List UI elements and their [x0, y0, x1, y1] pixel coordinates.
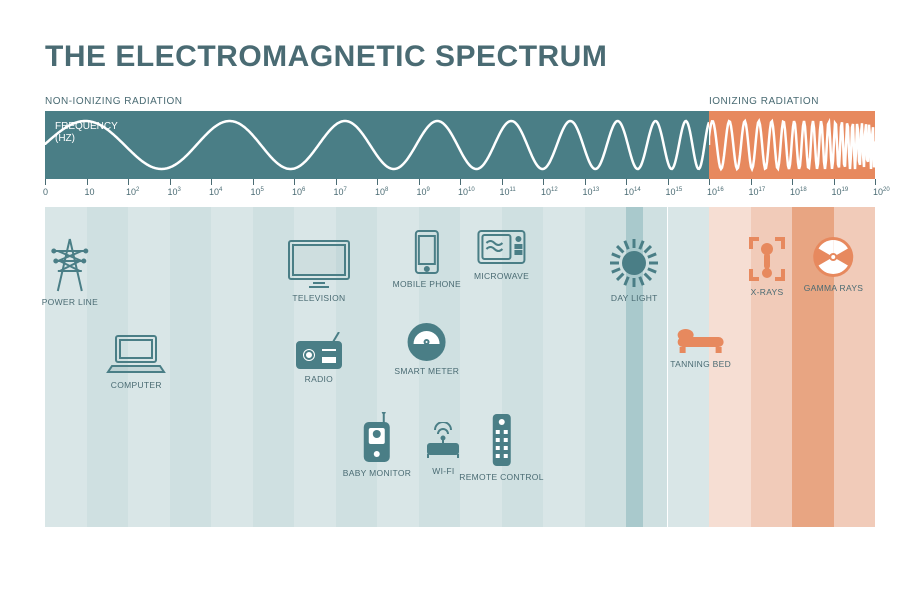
device-label: TANNING BED — [670, 359, 731, 369]
device-label: MOBILE PHONE — [393, 279, 461, 289]
ruler-label: 0 — [43, 187, 48, 197]
ruler-label: 109 — [417, 187, 430, 197]
ruler-tick — [668, 179, 669, 185]
band-label: FREQUENCY (HZ) — [55, 121, 118, 145]
ruler-label: 1014 — [624, 187, 641, 197]
ruler-label: 1017 — [749, 187, 766, 197]
device-label: GAMMA RAYS — [804, 283, 864, 293]
device-label: REMOTE CONTROL — [459, 472, 543, 482]
page-title: THE ELECTROMAGNETIC SPECTRUM — [45, 40, 875, 74]
ruler-tick — [626, 179, 627, 185]
device-label: TELEVISION — [285, 293, 353, 303]
label-ionizing: IONIZING RADIATION — [709, 96, 875, 107]
device-tanning-bed: TANNING BED — [670, 327, 731, 369]
ruler-tick — [792, 179, 793, 185]
ruler-tick — [377, 179, 378, 185]
wave-left — [45, 111, 709, 179]
device-microwave: MICROWAVE — [474, 229, 529, 281]
ruler-label: 107 — [334, 187, 347, 197]
ruler-label: 1015 — [666, 187, 683, 197]
ruler-tick — [294, 179, 295, 185]
device-television: TELEVISION — [285, 237, 353, 303]
ruler-tick — [875, 179, 876, 185]
device-day-light: DAY LIGHT — [608, 237, 660, 303]
ruler-label: 1013 — [583, 187, 600, 197]
ruler-tick — [336, 179, 337, 185]
ruler-label: 103 — [168, 187, 181, 197]
band-non-ionizing: FREQUENCY (HZ) — [45, 111, 709, 179]
device-label: MICROWAVE — [474, 271, 529, 281]
device-mobile-phone: MOBILE PHONE — [393, 229, 461, 289]
device-power-line: POWER LINE — [42, 237, 98, 307]
ruler-tick — [170, 179, 171, 185]
device-label: BABY MONITOR — [343, 468, 411, 478]
ruler-tick — [87, 179, 88, 185]
chart-area: POWER LINE COMPUTER TELEVISION RADIO BABY MO… — [45, 207, 875, 527]
ruler-tick — [211, 179, 212, 185]
ruler-label: 105 — [251, 187, 264, 197]
device-label: COMPUTER — [106, 380, 166, 390]
ruler-label: 102 — [126, 187, 139, 197]
ruler-label: 1016 — [707, 187, 724, 197]
device-label: SMART METER — [394, 366, 459, 376]
ruler-tick — [502, 179, 503, 185]
ruler-tick — [45, 179, 46, 185]
ruler-label: 1012 — [541, 187, 558, 197]
ruler-tick — [419, 179, 420, 185]
spectrum-stripe — [211, 207, 253, 527]
ruler-label: 1011 — [500, 187, 516, 197]
ruler-tick — [751, 179, 752, 185]
ruler-label: 1019 — [832, 187, 849, 197]
spectrum-stripe — [543, 207, 585, 527]
device-label: X-RAYS — [747, 287, 787, 297]
ruler-tick — [543, 179, 544, 185]
ruler-tick — [834, 179, 835, 185]
wave-right — [709, 111, 875, 179]
frequency-ruler: 0 10 102 103 104 105 106 107 108 109 1010 1011 1012 1… — [45, 179, 875, 205]
ruler-label: 1020 — [873, 187, 890, 197]
ruler-label: 1010 — [458, 187, 475, 197]
band-ionizing — [709, 111, 875, 179]
device-radio: RADIO — [295, 332, 343, 384]
device-smart-meter: SMART METER — [394, 322, 459, 376]
ruler-label: 108 — [375, 187, 388, 197]
device-label: POWER LINE — [42, 297, 98, 307]
ruler-tick — [128, 179, 129, 185]
device-wifi: WI-FI — [422, 422, 464, 476]
ruler-label: 104 — [209, 187, 222, 197]
device-x-rays: X-RAYS — [747, 235, 787, 297]
ruler-tick — [585, 179, 586, 185]
device-label: DAY LIGHT — [608, 293, 660, 303]
ruler-label: 106 — [292, 187, 305, 197]
device-label: WI-FI — [422, 466, 464, 476]
device-computer: COMPUTER — [106, 332, 166, 390]
ruler-tick — [460, 179, 461, 185]
diagram-root: THE ELECTROMAGNETIC SPECTRUM NON-IONIZIN… — [0, 0, 920, 547]
ruler-label: 1018 — [790, 187, 807, 197]
ruler-label: 10 — [85, 187, 95, 197]
device-gamma-rays: GAMMA RAYS — [804, 235, 864, 293]
label-non-ionizing: NON-IONIZING RADIATION — [45, 96, 709, 107]
device-label: RADIO — [295, 374, 343, 384]
section-labels: NON-IONIZING RADIATION IONIZING RADIATIO… — [45, 96, 875, 107]
device-baby-monitor: BABY MONITOR — [343, 412, 411, 478]
frequency-band: FREQUENCY (HZ) — [45, 111, 875, 179]
ruler-tick — [709, 179, 710, 185]
device-remote-control: REMOTE CONTROL — [459, 412, 543, 482]
ruler-tick — [253, 179, 254, 185]
spectrum-stripe — [170, 207, 212, 527]
